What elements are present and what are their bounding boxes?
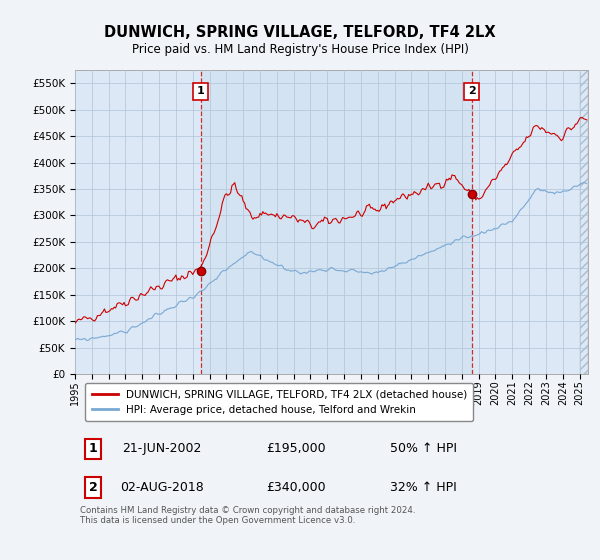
Text: Contains HM Land Registry data © Crown copyright and database right 2024.
This d: Contains HM Land Registry data © Crown c… — [80, 506, 416, 525]
Bar — [580, 70, 588, 374]
Text: £195,000: £195,000 — [266, 442, 325, 455]
Bar — [200, 70, 472, 374]
Text: 50% ↑ HPI: 50% ↑ HPI — [391, 442, 457, 455]
Text: 1: 1 — [89, 442, 97, 455]
Legend: DUNWICH, SPRING VILLAGE, TELFORD, TF4 2LX (detached house), HPI: Average price, : DUNWICH, SPRING VILLAGE, TELFORD, TF4 2L… — [85, 383, 473, 421]
Text: 2: 2 — [468, 86, 475, 96]
Text: 21-JUN-2002: 21-JUN-2002 — [122, 442, 202, 455]
Text: 2: 2 — [89, 481, 97, 494]
Text: 1: 1 — [197, 86, 205, 96]
Text: DUNWICH, SPRING VILLAGE, TELFORD, TF4 2LX: DUNWICH, SPRING VILLAGE, TELFORD, TF4 2L… — [104, 25, 496, 40]
Text: £340,000: £340,000 — [266, 481, 325, 494]
Text: Price paid vs. HM Land Registry's House Price Index (HPI): Price paid vs. HM Land Registry's House … — [131, 43, 469, 56]
Text: 32% ↑ HPI: 32% ↑ HPI — [391, 481, 457, 494]
Text: 02-AUG-2018: 02-AUG-2018 — [121, 481, 204, 494]
